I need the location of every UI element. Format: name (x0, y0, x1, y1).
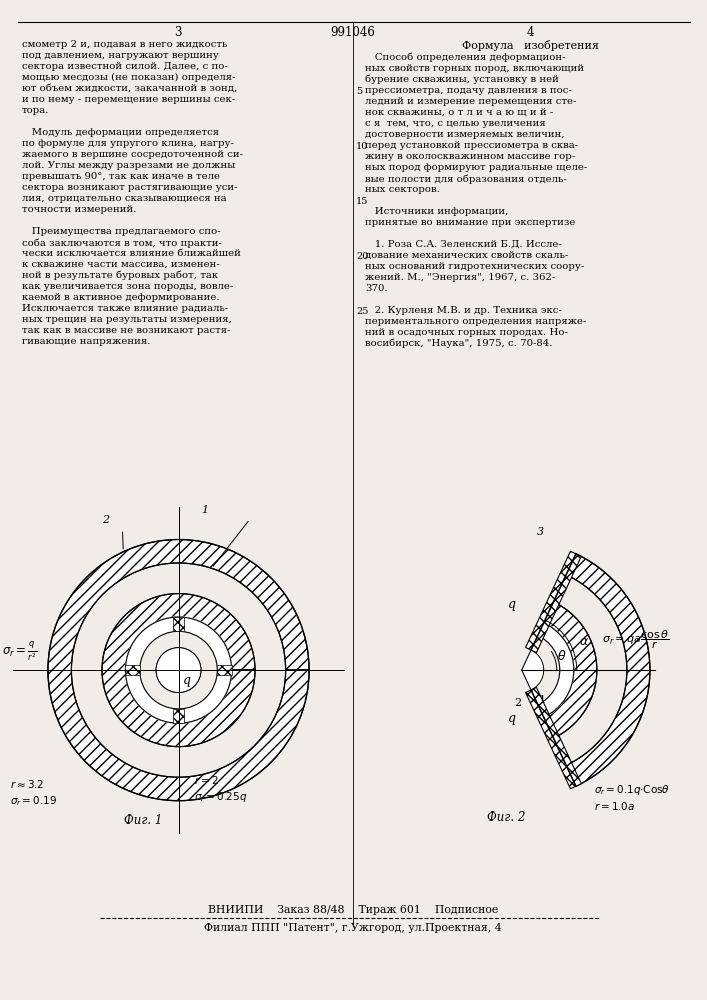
Polygon shape (102, 594, 255, 747)
Text: Модуль деформации определяется: Модуль деформации определяется (22, 128, 219, 137)
Text: 25: 25 (356, 307, 368, 316)
Text: ют объем жидкости, закачанной в зонд,: ют объем жидкости, закачанной в зонд, (22, 84, 238, 93)
Text: $r{=}2$: $r{=}2$ (194, 774, 218, 786)
Text: превышать 90°, так как иначе в теле: превышать 90°, так как иначе в теле (22, 172, 220, 181)
Polygon shape (531, 636, 560, 705)
Text: q: q (508, 598, 515, 611)
Text: $\sigma_r{=}0.25q$: $\sigma_r{=}0.25q$ (194, 790, 247, 804)
Text: сектора возникают растягивающие уси-: сектора возникают растягивающие уси- (22, 183, 238, 192)
Text: $\sigma_r{=}\frac{q}{r^2}$: $\sigma_r{=}\frac{q}{r^2}$ (2, 640, 37, 663)
Text: 4: 4 (526, 26, 534, 39)
Text: дование механических свойств скаль-: дование механических свойств скаль- (365, 251, 568, 260)
Text: Исключается также влияние радиаль-: Исключается также влияние радиаль- (22, 304, 228, 313)
Text: 15: 15 (356, 197, 368, 206)
Text: 20: 20 (356, 252, 368, 261)
Polygon shape (522, 650, 544, 690)
Polygon shape (140, 631, 217, 709)
Text: Фиг. 2: Фиг. 2 (488, 811, 526, 824)
Text: Формула   изобретения: Формула изобретения (462, 40, 598, 51)
Text: $r{\approx}3.2$: $r{\approx}3.2$ (10, 778, 44, 790)
Text: ний в осадочных горных породах. Но-: ний в осадочных горных породах. Но- (365, 328, 568, 337)
Circle shape (156, 648, 201, 693)
Text: бурение скважины, установку в ней: бурение скважины, установку в ней (365, 75, 559, 85)
Text: чески исключается влияние ближайшей: чески исключается влияние ближайшей (22, 249, 241, 258)
Text: под давлением, нагружают вершину: под давлением, нагружают вершину (22, 51, 219, 60)
Text: Источники информации,: Источники информации, (365, 207, 508, 216)
Text: $\theta$: $\theta$ (557, 649, 566, 663)
Text: q: q (508, 712, 515, 725)
Text: 1: 1 (201, 505, 208, 515)
Text: 3: 3 (174, 26, 182, 39)
Text: с я  тем, что, с целью увеличения: с я тем, что, с целью увеличения (365, 119, 546, 128)
Text: Фиг. 1: Фиг. 1 (124, 814, 162, 827)
Text: 1. Роза С.А. Зеленский Б.Д. Иссле-: 1. Роза С.А. Зеленский Б.Д. Иссле- (365, 240, 562, 249)
Text: смометр 2 и, подавая в него жидкость: смометр 2 и, подавая в него жидкость (22, 40, 228, 49)
Text: 1: 1 (539, 695, 546, 705)
Polygon shape (125, 665, 140, 675)
Text: вые полости для образования отдель-: вые полости для образования отдель- (365, 174, 567, 184)
Text: ледний и измерение перемещения сте-: ледний и измерение перемещения сте- (365, 97, 576, 106)
Text: ных свойств горных пород, включающий: ных свойств горных пород, включающий (365, 64, 584, 73)
Polygon shape (173, 709, 184, 723)
Text: точности измерений.: точности измерений. (22, 205, 136, 214)
Text: гивающие напряжения.: гивающие напряжения. (22, 337, 151, 346)
Text: $\sigma_r{=}0.1q{\cdot}\mathrm{Cos}\theta$: $\sigma_r{=}0.1q{\cdot}\mathrm{Cos}\thet… (594, 783, 670, 797)
Polygon shape (525, 551, 581, 653)
Text: ной в результате буровых работ, так: ной в результате буровых работ, так (22, 271, 218, 280)
Text: соба заключаются в том, что практи-: соба заключаются в том, что практи- (22, 238, 222, 247)
Text: 10: 10 (356, 142, 368, 151)
Polygon shape (140, 631, 217, 709)
Text: Способ определения деформацион-: Способ определения деформацион- (365, 53, 566, 62)
Text: ных пород формируют радиальные щеле-: ных пород формируют радиальные щеле- (365, 163, 588, 172)
Text: достоверности измеряемых величин,: достоверности измеряемых величин, (365, 130, 565, 139)
Polygon shape (48, 540, 309, 801)
Text: $\sigma_r{=}qa\dfrac{\cos\theta}{r}$: $\sigma_r{=}qa\dfrac{\cos\theta}{r}$ (602, 629, 670, 651)
Text: восибирск, "Наука", 1975, с. 70-84.: восибирск, "Наука", 1975, с. 70-84. (365, 339, 552, 349)
Polygon shape (544, 602, 597, 738)
Text: перед установкой прессиометра в сква-: перед установкой прессиометра в сква- (365, 141, 578, 150)
Text: ВНИИПИ    Заказ 88/48    Тираж 601    Подписное: ВНИИПИ Заказ 88/48 Тираж 601 Подписное (208, 905, 498, 915)
Text: и по нему - перемещение вершины сек-: и по нему - перемещение вершины сек- (22, 95, 235, 104)
Text: $\sigma_r{=}0.19$: $\sigma_r{=}0.19$ (10, 794, 57, 808)
Text: 2: 2 (514, 698, 521, 708)
Polygon shape (525, 687, 581, 789)
Text: жину в околоскважинном массиве гор-: жину в околоскважинном массиве гор- (365, 152, 575, 161)
Text: по формуле для упругого клина, нагру-: по формуле для упругого клина, нагру- (22, 139, 234, 148)
Text: Преимущества предлагаемого спо-: Преимущества предлагаемого спо- (22, 227, 221, 236)
Text: принятые во внимание при экспертизе: принятые во внимание при экспертизе (365, 218, 575, 227)
Text: так как в массиве не возникают растя-: так как в массиве не возникают растя- (22, 326, 230, 335)
Text: прессиометра, подачу давления в пос-: прессиометра, подачу давления в пос- (365, 86, 572, 95)
Polygon shape (522, 623, 574, 717)
Text: 2. Курленя М.В. и др. Техника экс-: 2. Курленя М.В. и др. Техника экс- (365, 306, 562, 315)
Text: нок скважины, о т л и ч а ю щ и й -: нок скважины, о т л и ч а ю щ и й - (365, 108, 554, 117)
Text: $\alpha$: $\alpha$ (579, 635, 589, 648)
Text: лия, отрицательно сказывающиеся на: лия, отрицательно сказывающиеся на (22, 194, 227, 203)
Text: ных трещин на результаты измерения,: ных трещин на результаты измерения, (22, 315, 232, 324)
Polygon shape (125, 617, 232, 723)
Text: жений. М., "Энергия", 1967, с. 362-: жений. М., "Энергия", 1967, с. 362- (365, 273, 555, 282)
Text: ных оснований гидротехнических соору-: ных оснований гидротехнических соору- (365, 262, 584, 271)
Text: ных секторов.: ных секторов. (365, 185, 440, 194)
Text: жаемого в вершине сосредоточенной си-: жаемого в вершине сосредоточенной си- (22, 150, 243, 159)
Text: лой. Углы между разрезами не должны: лой. Углы между разрезами не должны (22, 161, 235, 170)
Text: 370.: 370. (365, 284, 387, 293)
Text: тора.: тора. (22, 106, 49, 115)
Text: $r{=}1.0a$: $r{=}1.0a$ (594, 800, 635, 812)
Polygon shape (173, 617, 184, 631)
Text: как увеличивается зона породы, вовле-: как увеличивается зона породы, вовле- (22, 282, 233, 291)
Text: 5: 5 (356, 87, 362, 96)
Polygon shape (522, 636, 560, 705)
Polygon shape (217, 665, 232, 675)
Text: q: q (182, 674, 191, 687)
Text: мощью месдозы (не показан) определя-: мощью месдозы (не показан) определя- (22, 73, 235, 82)
Text: 2: 2 (102, 515, 109, 525)
Text: Филиал ППП "Патент", г.Ужгород, ул.Проектная, 4: Филиал ППП "Патент", г.Ужгород, ул.Проек… (204, 923, 502, 933)
Polygon shape (566, 554, 650, 786)
Text: периментального определения напряже-: периментального определения напряже- (365, 317, 586, 326)
Text: к скважине части массива, изменен-: к скважине части массива, изменен- (22, 260, 220, 269)
Text: каемой в активное деформирование.: каемой в активное деформирование. (22, 293, 220, 302)
Text: 991046: 991046 (331, 26, 375, 39)
Text: сектора известной силой. Далее, с по-: сектора известной силой. Далее, с по- (22, 62, 228, 71)
Text: 3: 3 (537, 527, 544, 537)
